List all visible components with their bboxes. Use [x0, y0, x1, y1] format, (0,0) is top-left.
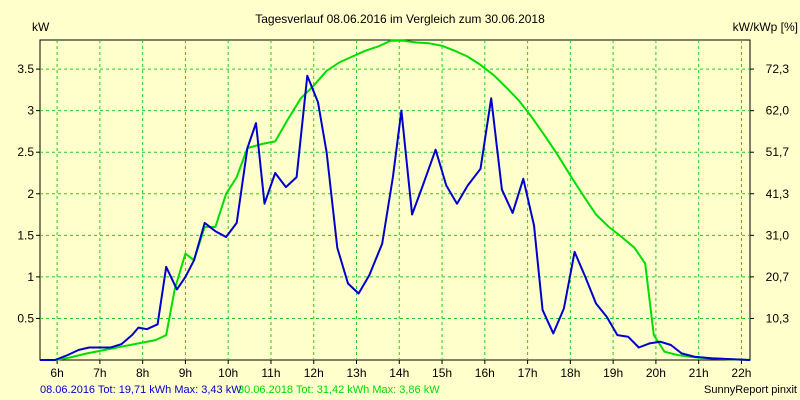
grid-lines	[40, 40, 750, 360]
x-tick-label: 11h	[261, 366, 280, 380]
credit-text: SunnyReport pinxit	[704, 384, 797, 396]
y-tick-label-left: 3	[27, 104, 34, 118]
y-tick-label-right: 20,7	[766, 270, 790, 284]
legend-entry-2018: 30.06.2018 Tot: 31,42 kWh Max: 3,86 kW	[238, 384, 440, 396]
x-tick-label: 6h	[50, 366, 63, 380]
y-tick-label-right: 10,3	[766, 311, 790, 325]
y-tick-label-right: 72,3	[766, 62, 790, 76]
y-tick-label-left: 2.5	[17, 145, 34, 159]
x-tick-label: 7h	[93, 366, 106, 380]
x-tick-label: 14h	[389, 366, 409, 380]
legend-entry-2016: 08.06.2016 Tot: 19,71 kWh Max: 3,43 kW	[40, 384, 242, 396]
y-tick-label-left: 2	[27, 187, 34, 201]
x-tick-label: 12h	[304, 366, 324, 380]
x-tick-label: 13h	[346, 366, 366, 380]
y-tick-label-left: 3.5	[17, 62, 34, 76]
x-tick-label: 20h	[646, 366, 666, 380]
y-tick-label-left: 1.5	[17, 228, 34, 242]
plot-area	[39, 39, 751, 361]
x-tick-label: 21h	[689, 366, 709, 380]
series-line-08.06.2016	[40, 74, 751, 361]
x-tick-label: 19h	[603, 366, 623, 380]
x-tick-label: 22h	[731, 366, 751, 380]
y-tick-label-left: 1	[27, 270, 34, 284]
y-axis-label-left: kW	[32, 20, 50, 34]
x-tick-label: 9h	[179, 366, 192, 380]
y-tick-label-right: 41,3	[766, 187, 790, 201]
axis-ticks: 6h 7h 8h 9h 10h 11h 12h 13h 14h 15h 16h 17h 18h 19h 20…	[17, 62, 789, 380]
series-line-30.06.2018	[40, 39, 751, 361]
x-tick-label: 10h	[218, 366, 238, 380]
x-tick-label: 8h	[136, 366, 149, 380]
y-tick-label-right: 31,0	[766, 228, 790, 242]
chart-title: Tagesverlauf 08.06.2016 im Vergleich zum…	[255, 12, 545, 26]
y-tick-label-right: 62,0	[766, 104, 790, 118]
x-tick-label: 18h	[560, 366, 580, 380]
y-tick-label-left: 0.5	[17, 311, 34, 325]
y-axis-label-right: kW/kWp [%]	[733, 20, 798, 34]
x-tick-label: 15h	[432, 366, 452, 380]
y-tick-label-right: 51,7	[766, 145, 790, 159]
series-lines	[40, 39, 751, 361]
x-tick-label: 16h	[475, 366, 495, 380]
x-tick-label: 17h	[518, 366, 538, 380]
